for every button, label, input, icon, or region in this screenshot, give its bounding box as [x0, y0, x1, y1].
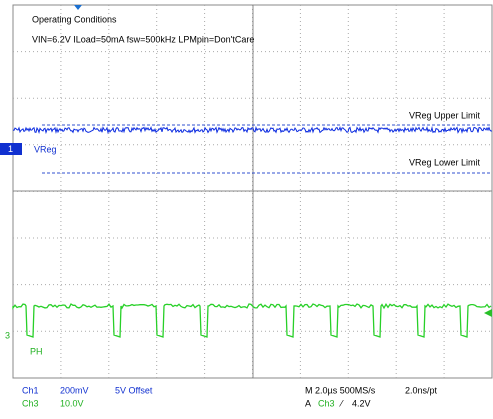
ch3-scale: 10.0V: [60, 398, 84, 408]
resolution: 2.0ns/pt: [405, 385, 438, 395]
trigger-level: 4.2V: [352, 398, 371, 408]
trigger: A: [305, 398, 311, 408]
trigger-level-marker: [484, 309, 492, 317]
ch3-marker: 3: [5, 330, 10, 340]
ch3: Ch3: [22, 398, 39, 408]
ch1-label: VReg: [34, 144, 57, 154]
upper-limit-label: VReg Upper Limit: [409, 110, 481, 120]
ch1-marker-box: [0, 143, 22, 155]
ph-trace: [12, 303, 492, 338]
title: Operating Conditions: [32, 14, 117, 24]
vreg-trace: [12, 125, 492, 135]
ch1-marker: 1: [8, 144, 13, 154]
ch1-scale: 200mV: [60, 385, 89, 395]
ch1: Ch1: [22, 385, 39, 395]
ch3-label: PH: [30, 346, 43, 356]
conditions: VIN=6.2V ILoad=50mA fsw=500kHz LPMpin=Do…: [32, 34, 254, 44]
trigger-slope: ⁄: [339, 398, 344, 408]
trigger-pos-marker: [74, 5, 82, 10]
ch1-offset: 5V Offset: [115, 385, 153, 395]
trigger-source: Ch3: [318, 398, 335, 408]
timebase: M 2.0µs 500MS/s: [305, 385, 376, 395]
lower-limit-label: VReg Lower Limit: [409, 157, 481, 167]
